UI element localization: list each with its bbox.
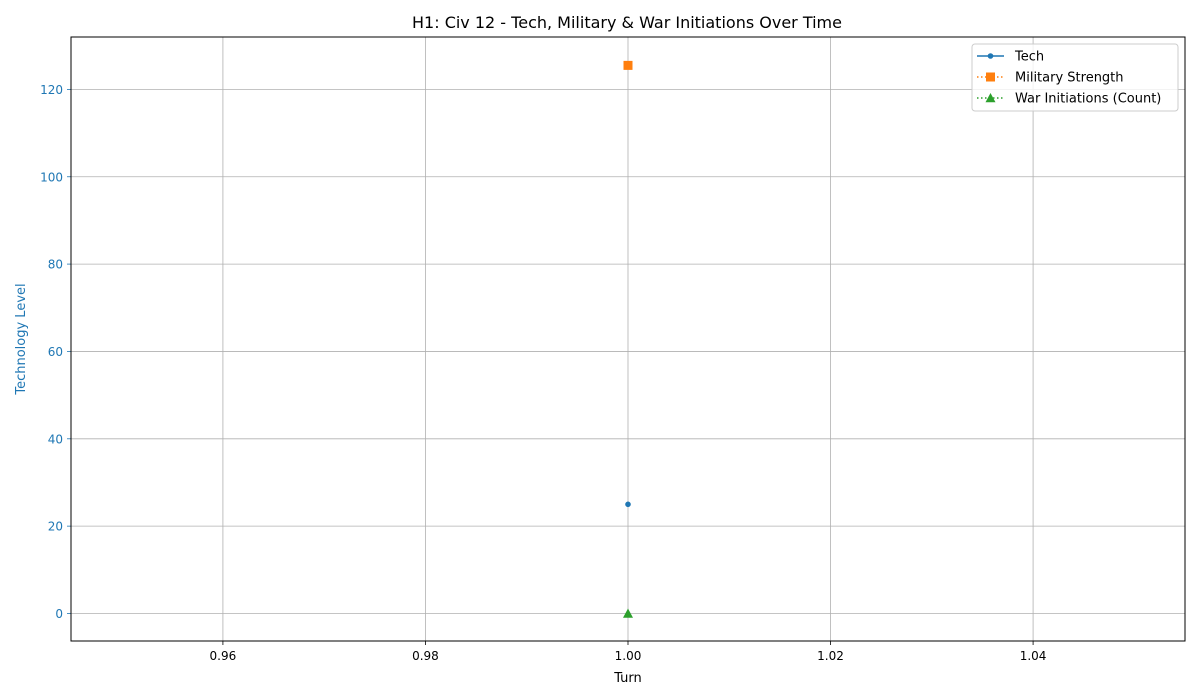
series-war-initiations-count: [623, 608, 633, 618]
legend-label: Military Strength: [1015, 71, 1124, 86]
x-tick-label: 1.04: [1020, 649, 1047, 663]
x-tick-label: 1.02: [817, 649, 844, 663]
legend-label: War Initiations (Count): [1015, 92, 1161, 107]
series-military-strength: [623, 60, 633, 70]
legend-item-tech: Tech: [977, 50, 1044, 65]
y-tick-label: 40: [48, 432, 63, 446]
y-tick-label: 80: [48, 258, 63, 272]
y-tick-label: 0: [55, 607, 63, 621]
series-tech: [625, 501, 631, 508]
x-axis-label: Turn: [613, 671, 642, 686]
plot-frame: [70, 36, 1186, 642]
data-point-tech: [625, 501, 631, 508]
y-tick-label: 60: [48, 345, 63, 359]
legend-box: [971, 43, 1179, 112]
x-tick-label: 0.98: [412, 649, 439, 663]
y-axis-label: Technology Level: [14, 283, 29, 395]
y-tick-label: 120: [40, 83, 63, 97]
x-tick-label: 1.00: [615, 649, 642, 663]
grid-lines: [71, 37, 1185, 641]
legend-marker: [986, 72, 995, 82]
data-point-military-strength: [623, 60, 633, 70]
x-tick-label: 0.96: [210, 649, 237, 663]
legend-item-war-initiations-count: War Initiations (Count): [977, 92, 1161, 107]
series-layer: [623, 60, 633, 618]
legend-item-military-strength: Military Strength: [977, 71, 1124, 86]
data-point-war-initiations-count: [623, 608, 633, 618]
y-tick-label: 20: [48, 520, 63, 534]
legend-label: Tech: [1014, 50, 1044, 65]
legend: Tech Military Strength War Initiations (Co…: [971, 43, 1179, 112]
x-axis-ticks: 0.96 0.98 1.00 1.02 1.04: [210, 641, 1047, 663]
chart-title: H1: Civ 12 - Tech, Military & War Initia…: [412, 13, 842, 32]
y-tick-label: 100: [40, 170, 63, 184]
legend-marker: [985, 93, 996, 103]
y-axis-ticks: 0 20 40 60 80 100 120: [40, 83, 71, 621]
legend-marker: [987, 53, 994, 59]
